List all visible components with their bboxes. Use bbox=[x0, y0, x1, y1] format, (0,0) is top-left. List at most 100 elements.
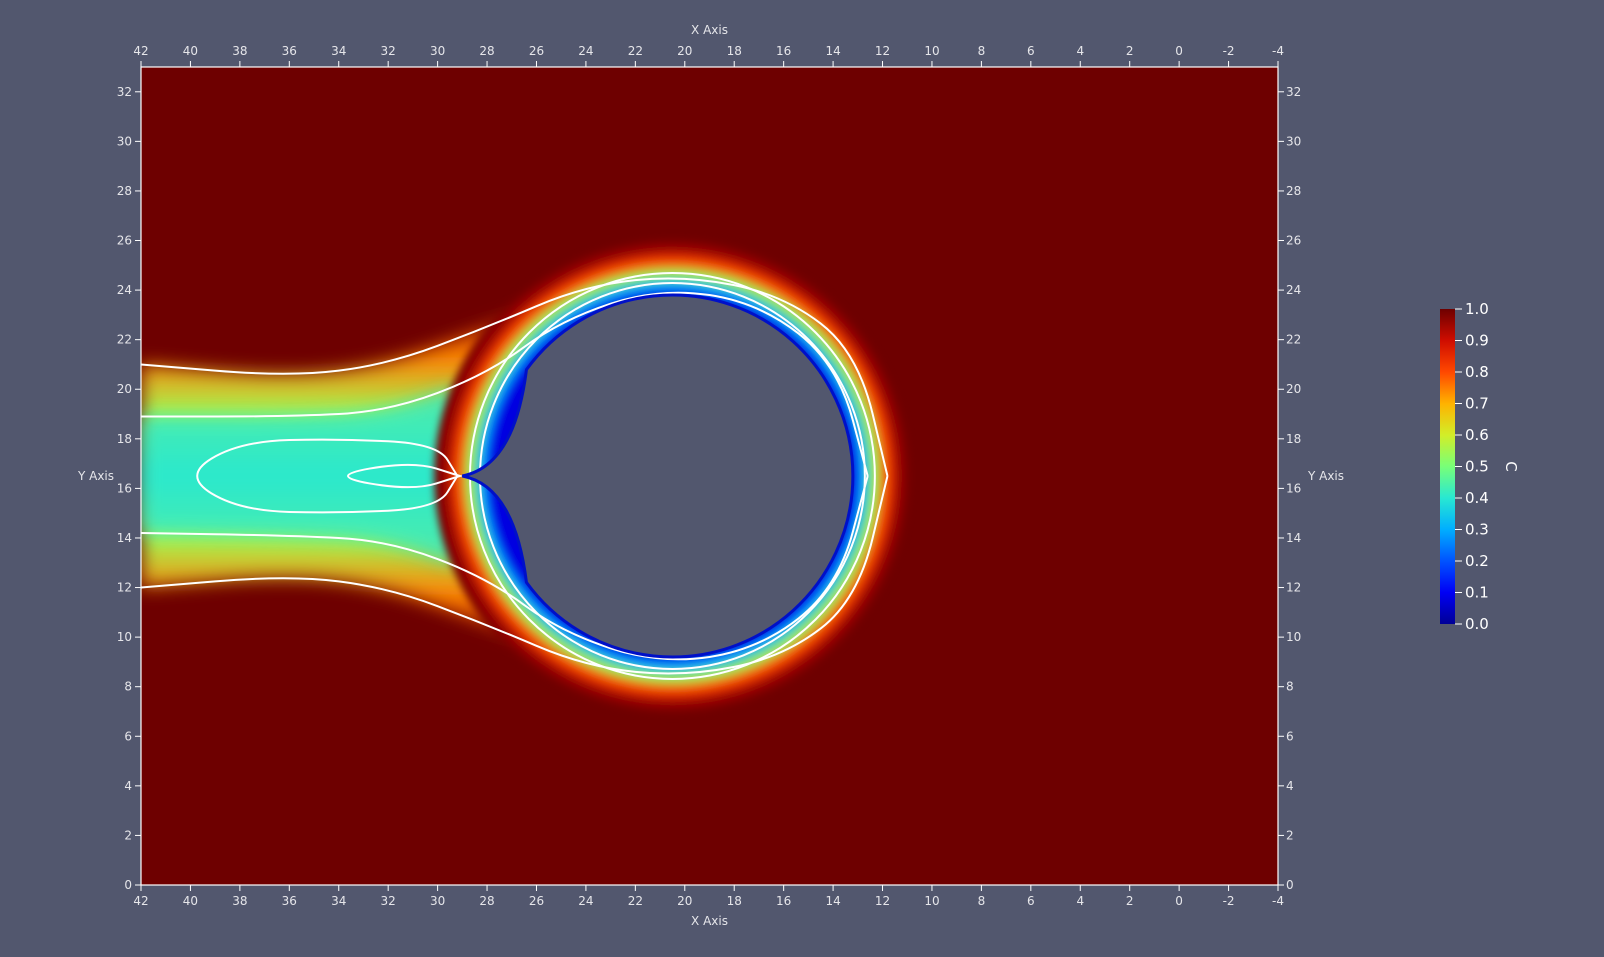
x-tick-top-label: 8 bbox=[978, 44, 986, 58]
y-tick-right-label: 6 bbox=[1286, 729, 1294, 743]
x-tick-top-label: 22 bbox=[628, 44, 643, 58]
contour-mid-upper bbox=[141, 291, 869, 477]
x-tick-top-label: 12 bbox=[875, 44, 890, 58]
y-tick-left-label: 10 bbox=[117, 630, 132, 644]
x-tick-top-label: 40 bbox=[183, 44, 198, 58]
y-tick-right-label: 30 bbox=[1286, 134, 1301, 148]
x-tick-bottom-label: -2 bbox=[1223, 894, 1235, 908]
contour-outer-upper bbox=[141, 277, 889, 477]
x-tick-top-label: 28 bbox=[479, 44, 494, 58]
contour-lines bbox=[141, 272, 889, 680]
y-tick-left-label: 24 bbox=[117, 283, 132, 297]
colorbar-tick-label: 0.8 bbox=[1465, 363, 1489, 381]
y-tick-left-label: 8 bbox=[124, 680, 132, 694]
y-tick-left-label: 26 bbox=[117, 234, 132, 248]
colorbar: 0.0 0.1 0.2 0.3 0.4 0.5 0.6 0.7 0.8 0.9 1.0 C bbox=[1440, 300, 1520, 633]
x-tick-top-label: 42 bbox=[133, 44, 148, 58]
y-tick-left-label: 4 bbox=[124, 779, 132, 793]
y-tick-left-label: 14 bbox=[117, 531, 132, 545]
x-tick-bottom-label: 28 bbox=[479, 894, 494, 908]
colorbar-tick-label: 0.6 bbox=[1465, 426, 1489, 444]
y-tick-left-label: 32 bbox=[117, 85, 132, 99]
x-tick-top-label: -4 bbox=[1272, 44, 1284, 58]
y-tick-right-label: 14 bbox=[1286, 531, 1301, 545]
y-tick-right-label: 8 bbox=[1286, 680, 1294, 694]
colorbar-tick-label: 0.5 bbox=[1465, 458, 1489, 476]
x-tick-bottom-label: 38 bbox=[232, 894, 247, 908]
y-tick-left-label: 6 bbox=[124, 729, 132, 743]
x-tick-top-label: 4 bbox=[1076, 44, 1084, 58]
colorbar-tick-label: 1.0 bbox=[1465, 300, 1489, 318]
y-tick-left-label: 16 bbox=[117, 481, 132, 495]
colorbar-title: C bbox=[1502, 461, 1520, 471]
y-tick-right-label: 22 bbox=[1286, 333, 1301, 347]
colorbar-tick-label: 0.0 bbox=[1465, 615, 1489, 633]
x-tick-top-label: 18 bbox=[727, 44, 742, 58]
x-tick-bottom-label: 4 bbox=[1076, 894, 1084, 908]
x-tick-bottom-label: 40 bbox=[183, 894, 198, 908]
y-tick-left-label: 12 bbox=[117, 581, 132, 595]
y-tick-right-label: 2 bbox=[1286, 828, 1294, 842]
x-tick-top-label: 16 bbox=[776, 44, 791, 58]
y-tick-right-label: 28 bbox=[1286, 184, 1301, 198]
colorbar-tick-label: 0.4 bbox=[1465, 489, 1489, 507]
colorbar-tick-label: 0.9 bbox=[1465, 332, 1489, 350]
y-tick-left-label: 28 bbox=[117, 184, 132, 198]
colorbar-tick-label: 0.7 bbox=[1465, 395, 1489, 413]
x-tick-bottom-label: 26 bbox=[529, 894, 544, 908]
colorbar-tick-label: 0.2 bbox=[1465, 552, 1489, 570]
x-tick-top-label: 14 bbox=[825, 44, 840, 58]
y-tick-right-label: 24 bbox=[1286, 283, 1301, 297]
y-tick-left-label: 0 bbox=[124, 878, 132, 892]
x-tick-bottom-label: 20 bbox=[677, 894, 692, 908]
y-tick-right-label: 32 bbox=[1286, 85, 1301, 99]
contour-innermost-loop bbox=[347, 463, 464, 489]
y-tick-right-label: 0 bbox=[1286, 878, 1294, 892]
y-tick-right-label: 12 bbox=[1286, 581, 1301, 595]
field-layer bbox=[141, 67, 1278, 885]
x-tick-top-label: -2 bbox=[1223, 44, 1235, 58]
x-tick-bottom-label: 36 bbox=[282, 894, 297, 908]
contour-inner-loop bbox=[196, 438, 459, 514]
colorbar-ticks: 0.0 0.1 0.2 0.3 0.4 0.5 0.6 0.7 0.8 0.9 1.0 bbox=[1455, 300, 1489, 633]
x-tick-bottom-label: 12 bbox=[875, 894, 890, 908]
y-tick-right-label: 10 bbox=[1286, 630, 1301, 644]
x-tick-bottom-label: 6 bbox=[1027, 894, 1035, 908]
y-tick-right-label: 4 bbox=[1286, 779, 1294, 793]
x-tick-bottom-label: 8 bbox=[978, 894, 986, 908]
y-tick-right-label: 18 bbox=[1286, 432, 1301, 446]
x-tick-bottom-label: 16 bbox=[776, 894, 791, 908]
contour-outer-lower bbox=[141, 475, 889, 675]
x-tick-top-label: 0 bbox=[1175, 44, 1183, 58]
wake-core bbox=[141, 390, 488, 562]
x-tick-bottom-label: 0 bbox=[1175, 894, 1183, 908]
x-tick-top-label: 6 bbox=[1027, 44, 1035, 58]
x-tick-bottom-label: 30 bbox=[430, 894, 445, 908]
x-tick-bottom-label: 2 bbox=[1126, 894, 1134, 908]
y-tick-right-label: 16 bbox=[1286, 481, 1301, 495]
y-tick-left-label: 2 bbox=[124, 828, 132, 842]
x-tick-top-label: 30 bbox=[430, 44, 445, 58]
x-axis-top: 42 40 38 36 34 32 30 28 26 24 22 20 18 16 14 12 10 8 6 4 2 0-… bbox=[133, 44, 1284, 67]
y-axis-title-right: Y Axis bbox=[1307, 469, 1344, 483]
x-tick-top-label: 38 bbox=[232, 44, 247, 58]
y-tick-left-label: 22 bbox=[117, 333, 132, 347]
x-tick-top-label: 10 bbox=[924, 44, 939, 58]
contour-mid-lower bbox=[141, 475, 869, 661]
x-axis-title-bottom: X Axis bbox=[691, 914, 728, 928]
x-tick-top-label: 32 bbox=[381, 44, 396, 58]
x-tick-top-label: 2 bbox=[1126, 44, 1134, 58]
x-tick-top-label: 34 bbox=[331, 44, 346, 58]
colorbar-gradient bbox=[1440, 309, 1455, 624]
x-tick-bottom-label: 18 bbox=[727, 894, 742, 908]
x-tick-bottom-label: 14 bbox=[825, 894, 840, 908]
x-tick-top-label: 20 bbox=[677, 44, 692, 58]
y-axis-title-left: Y Axis bbox=[77, 469, 114, 483]
x-tick-bottom-label: 34 bbox=[331, 894, 346, 908]
x-tick-top-label: 24 bbox=[578, 44, 593, 58]
y-tick-left-label: 18 bbox=[117, 432, 132, 446]
